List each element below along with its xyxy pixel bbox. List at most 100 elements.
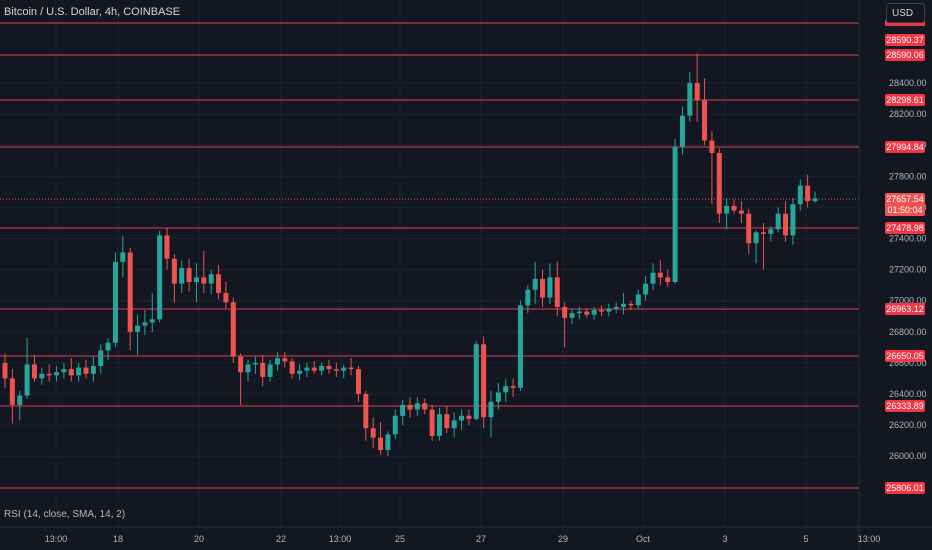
candle: [805, 174, 811, 208]
candle: [392, 409, 398, 440]
currency-button[interactable]: USD: [886, 3, 925, 23]
candle-body: [797, 185, 803, 205]
candle-body: [724, 205, 730, 214]
candle: [142, 310, 148, 335]
rsi-indicator-label[interactable]: RSI (14, close, SMA, 14, 2): [4, 509, 126, 520]
grid-lines: [0, 0, 859, 527]
candle-body: [422, 403, 428, 410]
candle: [31, 355, 37, 382]
candle: [473, 341, 479, 421]
candle: [186, 258, 192, 292]
candle: [149, 292, 155, 332]
candle: [208, 269, 214, 295]
level-label-bg: [885, 222, 925, 234]
level-label-text: 28298.61: [886, 95, 924, 105]
candle: [112, 252, 118, 348]
candle-body: [584, 311, 590, 315]
candle: [201, 250, 207, 293]
candle: [164, 227, 170, 270]
candle-body: [709, 140, 715, 153]
candle: [643, 275, 649, 301]
candle: [355, 366, 361, 402]
candle-body: [326, 366, 332, 370]
candle-body: [783, 213, 789, 236]
candle-body: [613, 306, 619, 309]
candle: [135, 314, 141, 356]
candle-body: [68, 369, 74, 376]
candle-body: [400, 404, 406, 416]
candle-body: [289, 361, 295, 374]
candle-body: [2, 362, 8, 379]
candle: [333, 362, 339, 377]
candle: [282, 352, 288, 368]
y-tick-label: 28400.00: [889, 78, 927, 88]
level-label-bg: [885, 350, 925, 362]
candle-body: [238, 356, 244, 373]
candle-body: [311, 367, 317, 371]
level-label-bg-partial: [885, 20, 925, 26]
candle-body: [319, 366, 325, 371]
candle-body: [407, 404, 413, 410]
level-price-label: 26963.12: [885, 303, 925, 315]
candle-body: [157, 235, 163, 320]
candle-body: [105, 342, 111, 351]
candle: [554, 261, 560, 317]
candle-body: [46, 373, 52, 376]
candle: [83, 359, 89, 379]
candle-body: [90, 366, 96, 374]
candle: [179, 260, 185, 293]
x-tick-label: 18: [113, 534, 123, 544]
candle-body: [746, 213, 752, 244]
candle-body: [466, 415, 472, 419]
level-price-label: 27478.98: [885, 222, 925, 234]
candle-body: [98, 350, 104, 367]
candle: [797, 179, 803, 211]
y-tick-label: 27800.00: [889, 171, 927, 181]
candle: [319, 362, 325, 376]
candle-body: [790, 204, 796, 236]
level-label-bg: [885, 303, 925, 315]
candle: [760, 222, 766, 270]
candle-body: [805, 185, 811, 202]
candle-body: [694, 83, 700, 101]
candles: [2, 53, 818, 457]
candle: [378, 421, 384, 455]
candle-body: [385, 434, 391, 450]
candle: [709, 131, 715, 205]
level-label-text: 28590.37: [886, 35, 924, 45]
chart-title: Bitcoin / U.S. Dollar, 4h, COINBASE: [4, 6, 181, 18]
candle: [297, 364, 303, 381]
level-label-bg: [885, 49, 925, 61]
level-label-text: 26650.05: [886, 351, 924, 361]
current-price-text: 27657.54: [886, 194, 924, 204]
candle: [503, 378, 509, 402]
candle-body: [142, 322, 148, 326]
candle: [422, 398, 428, 415]
level-price-label: 28590.37: [885, 34, 925, 46]
candle: [525, 285, 531, 314]
candle: [429, 404, 435, 441]
candle-body: [297, 370, 303, 374]
candle: [245, 359, 251, 382]
y-tick-label: 26400.00: [889, 389, 927, 399]
candle-body: [112, 261, 118, 343]
candle-body: [716, 152, 722, 214]
candle: [598, 305, 604, 317]
candle-body: [650, 272, 656, 284]
level-label-bg: [885, 400, 925, 412]
candle: [731, 199, 737, 214]
y-tick-label: 27400.00: [889, 234, 927, 244]
candle: [267, 359, 273, 382]
candle: [628, 300, 634, 311]
candle-body: [459, 415, 465, 421]
candle-body: [517, 305, 523, 388]
x-tick-label: 5: [803, 534, 808, 544]
candle: [326, 359, 332, 374]
candle-body: [39, 373, 45, 379]
candle: [223, 282, 229, 309]
time-axis[interactable]: 13:00 18 20 22 13:00 25 27 29 Oct 3 5 13:00: [45, 534, 881, 544]
candle-body: [576, 311, 582, 314]
candle-body: [679, 115, 685, 147]
